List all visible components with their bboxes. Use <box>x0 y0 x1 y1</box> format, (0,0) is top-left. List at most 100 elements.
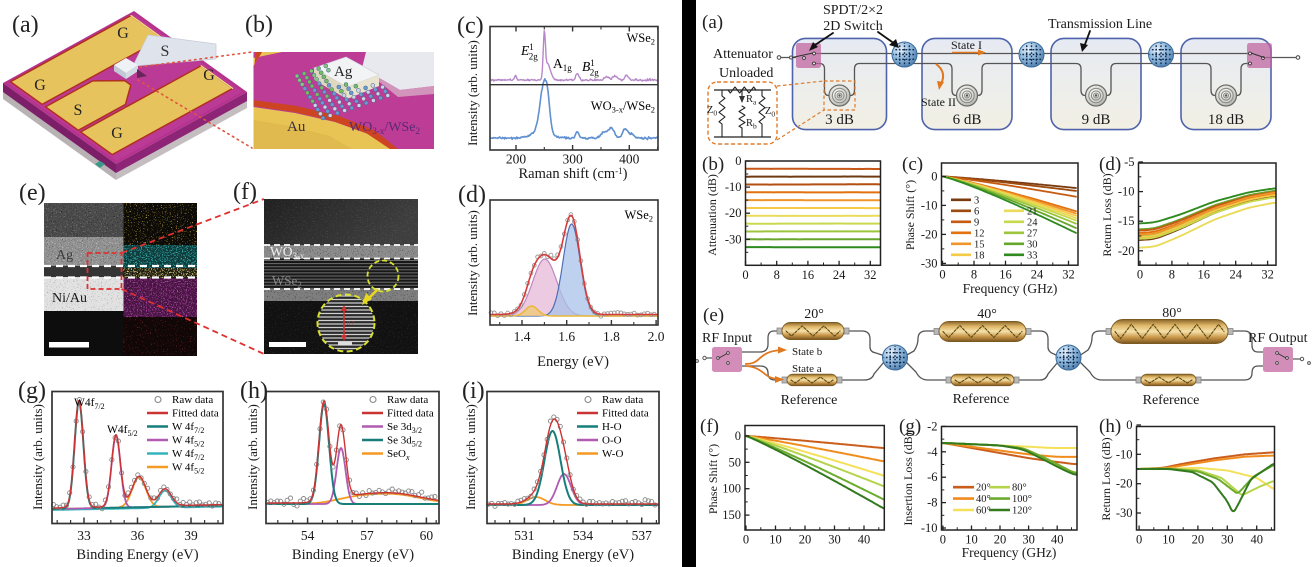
svg-text:-30: -30 <box>1116 506 1133 520</box>
svg-text:60: 60 <box>420 528 434 543</box>
svg-text:Return Loss (dB): Return Loss (dB) <box>1099 437 1113 520</box>
svg-text:-10: -10 <box>1118 185 1135 199</box>
svg-text:(c): (c) <box>457 13 484 39</box>
svg-text:0: 0 <box>742 268 748 282</box>
svg-text:80°: 80° <box>1162 306 1182 321</box>
svg-text:30: 30 <box>828 533 841 547</box>
svg-text:0: 0 <box>940 533 946 547</box>
svg-text:100: 100 <box>722 482 741 496</box>
svg-text:-30: -30 <box>725 232 742 246</box>
svg-text:12: 12 <box>974 228 985 239</box>
svg-text:32: 32 <box>1261 268 1274 282</box>
svg-text:20: 20 <box>994 533 1007 547</box>
svg-text:Intensity (arb. units): Intensity (arb. units) <box>465 210 480 316</box>
svg-text:WO3-x/WSe2: WO3-x/WSe2 <box>349 120 420 136</box>
svg-text:400: 400 <box>619 152 640 167</box>
svg-text:6: 6 <box>974 206 979 217</box>
svg-text:-10: -10 <box>921 198 938 212</box>
svg-text:21: 21 <box>1027 206 1038 217</box>
svg-text:Fitted data: Fitted data <box>172 408 219 420</box>
svg-text:(b): (b) <box>702 154 724 175</box>
svg-text:SeOx: SeOx <box>387 448 410 462</box>
svg-text:Return Loss (dB): Return Loss (dB) <box>1100 173 1114 256</box>
svg-text:120°: 120° <box>1012 506 1032 517</box>
svg-text:-10: -10 <box>921 521 938 535</box>
svg-text:G: G <box>34 77 46 94</box>
svg-text:36: 36 <box>131 528 145 543</box>
svg-text:G: G <box>203 67 215 84</box>
svg-text:Phase Shift (°): Phase Shift (°) <box>903 180 917 250</box>
svg-text:Ra: Ra <box>746 94 757 107</box>
svg-text:30: 30 <box>1221 533 1234 547</box>
svg-text:-30: -30 <box>921 256 938 270</box>
svg-text:-20: -20 <box>725 206 742 220</box>
svg-text:Au: Au <box>287 119 306 135</box>
svg-text:(b): (b) <box>245 12 273 38</box>
svg-text:G: G <box>111 125 123 142</box>
svg-text:10: 10 <box>769 533 782 547</box>
svg-text:150: 150 <box>722 508 741 522</box>
svg-text:WO3-x/WSe2: WO3-x/WSe2 <box>591 99 655 115</box>
svg-text:-8: -8 <box>927 496 937 510</box>
svg-text:8: 8 <box>971 268 977 282</box>
svg-text:0: 0 <box>743 533 749 547</box>
svg-text:Energy (eV): Energy (eV) <box>537 354 609 370</box>
svg-text:20°: 20° <box>804 307 824 322</box>
svg-text:SPDT/2×2: SPDT/2×2 <box>823 3 883 18</box>
svg-text:534: 534 <box>573 528 594 543</box>
svg-text:57: 57 <box>360 528 374 543</box>
svg-text:(a): (a) <box>702 12 723 33</box>
svg-text:Attenuation (dB): Attenuation (dB) <box>705 174 719 256</box>
svg-text:16: 16 <box>999 268 1012 282</box>
svg-text:State I: State I <box>951 38 982 52</box>
svg-text:Intensity (arb. units): Intensity (arb. units) <box>30 404 45 510</box>
svg-text:20: 20 <box>1192 533 1205 547</box>
svg-text:18: 18 <box>974 250 985 261</box>
svg-text:2.0: 2.0 <box>648 329 665 344</box>
svg-text:(c): (c) <box>902 154 923 175</box>
svg-text:40°: 40° <box>976 494 991 505</box>
svg-text:-20: -20 <box>1118 244 1135 258</box>
svg-text:16: 16 <box>1198 268 1211 282</box>
svg-text:40: 40 <box>1250 533 1263 547</box>
svg-text:(h): (h) <box>1099 416 1121 437</box>
svg-text:Fitted data: Fitted data <box>387 408 434 420</box>
svg-text:-20: -20 <box>921 227 938 241</box>
svg-text:H-O: H-O <box>602 421 622 433</box>
svg-text:State b: State b <box>792 346 823 358</box>
svg-text:(e): (e) <box>703 305 724 326</box>
svg-text:Intensity (arb. units): Intensity (arb. units) <box>465 40 480 146</box>
svg-text:10: 10 <box>965 533 978 547</box>
svg-text:0: 0 <box>735 154 741 168</box>
svg-text:60°: 60° <box>976 506 991 517</box>
svg-text:(h): (h) <box>240 378 268 404</box>
svg-text:-15: -15 <box>1118 214 1135 228</box>
svg-text:6 dB: 6 dB <box>953 112 982 128</box>
svg-text:40°: 40° <box>977 307 997 322</box>
svg-text:10: 10 <box>1162 533 1175 547</box>
svg-text:Ag: Ag <box>56 248 73 263</box>
svg-text:-20: -20 <box>1116 477 1133 491</box>
svg-text:3 dB: 3 dB <box>825 112 854 128</box>
svg-text:0: 0 <box>1136 533 1142 547</box>
svg-text:-2: -2 <box>927 419 937 433</box>
svg-text:32: 32 <box>1062 268 1075 282</box>
svg-text:27: 27 <box>1027 228 1038 239</box>
svg-text:O-O: O-O <box>602 435 622 447</box>
svg-text:0: 0 <box>931 169 937 183</box>
svg-text:(a): (a) <box>12 12 39 38</box>
svg-text:Raw data: Raw data <box>602 394 643 406</box>
svg-text:15: 15 <box>974 239 985 250</box>
svg-text:Frequency (GHz): Frequency (GHz) <box>962 545 1057 560</box>
svg-text:Ni/Au: Ni/Au <box>52 291 87 306</box>
svg-text:16: 16 <box>802 268 815 282</box>
svg-text:Binding Energy (eV): Binding Energy (eV) <box>512 547 634 563</box>
svg-text:Insertion Loss (dB): Insertion Loss (dB) <box>901 432 915 525</box>
svg-text:32: 32 <box>864 268 877 282</box>
svg-text:RF Input: RF Input <box>702 331 752 346</box>
svg-text:200: 200 <box>506 152 527 167</box>
svg-text:39: 39 <box>184 528 198 543</box>
svg-text:Frequency (GHz): Frequency (GHz) <box>963 281 1058 296</box>
svg-text:54: 54 <box>301 528 315 543</box>
